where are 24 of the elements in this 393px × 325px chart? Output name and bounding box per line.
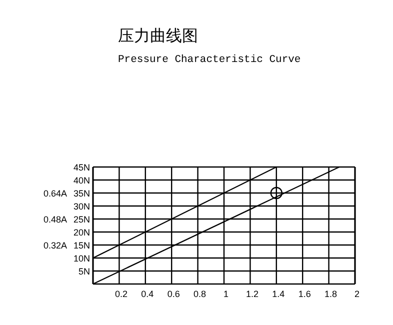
x-tick-label: 0.4 [141,289,154,299]
chart-title: 压力曲线图 [118,27,198,45]
x-tick-label: 1.2 [246,289,258,299]
y-tick-label: 15N [73,240,90,250]
y2-tick-label: 0.48A [43,214,67,224]
y-tick-label: 40N [73,176,90,186]
x-tick-label: 1.8 [324,289,338,299]
chart-subtitle: Pressure Characteristic Curve [118,54,301,66]
y-tick-label: 25N [73,214,90,224]
y-tick-label: 20N [73,228,90,238]
y-tick-label: 30N [73,202,90,212]
y-tick-label: 10N [73,254,90,264]
x-tick-label: 2 [354,289,360,299]
y-tick-label: 5N [78,266,90,276]
x-tick-label: 0.8 [194,289,206,299]
x-tick-label: 1.4 [272,289,285,299]
y2-tick-label: 0.64A [43,188,67,198]
y2-tick-label: 0.32A [43,240,67,250]
y-tick-label: 35N [73,188,90,198]
x-tick-label: 1.6 [298,289,311,299]
x-tick-label: 1 [223,289,229,299]
x-tick-label: 0.6 [167,289,180,299]
x-tick-label: 0.2 [114,289,128,299]
y-tick-label: 45N [73,162,90,172]
